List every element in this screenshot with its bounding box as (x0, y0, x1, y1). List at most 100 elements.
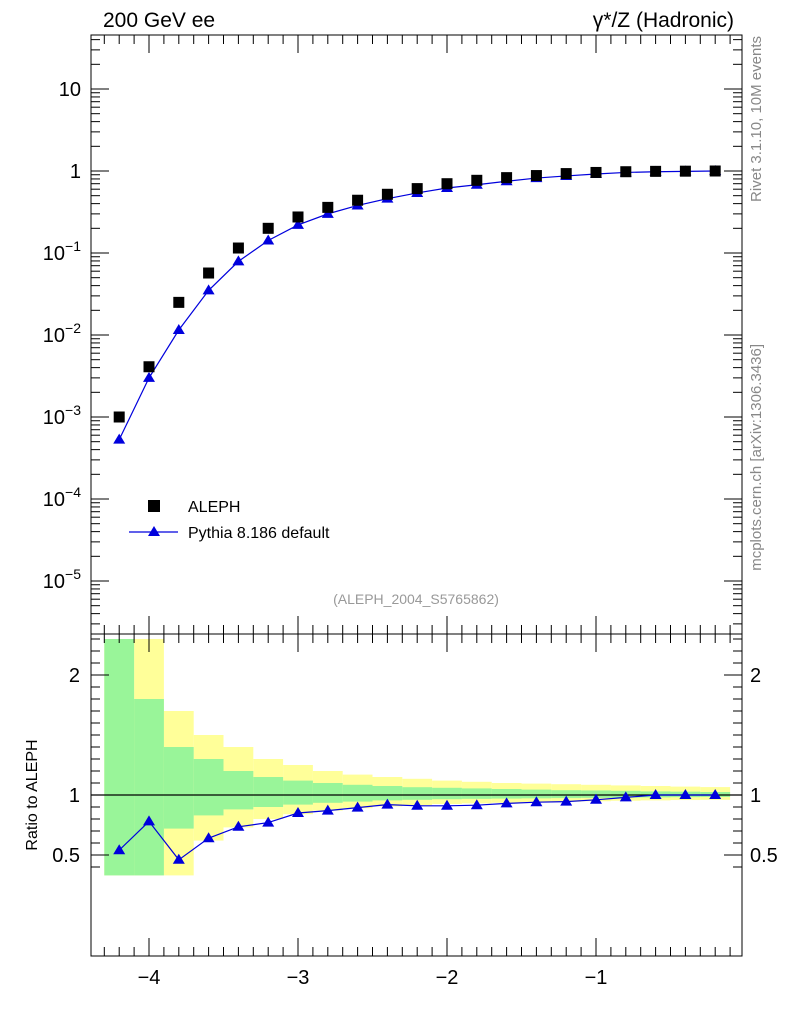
ratio-pythia-point (470, 799, 483, 810)
aleph-point (471, 174, 483, 186)
pythia-point (292, 218, 304, 229)
ratio-pythia-point (441, 799, 453, 810)
aleph-point (530, 170, 542, 182)
main-ytick-label: 10−2 (43, 320, 81, 347)
band-inner-bin (193, 759, 224, 816)
analysis-label: (ALEPH_2004_S5765862) (333, 591, 499, 607)
main-ytick-label: 10 (59, 79, 81, 101)
aleph-point (232, 242, 244, 254)
legend-aleph-label: ALEPH (188, 499, 240, 516)
ratio-ytick-label-right: 2 (750, 665, 761, 687)
band-inner-bin (551, 790, 582, 799)
ratio-pythia-point (292, 807, 304, 817)
ratio-pythia-point (619, 791, 632, 802)
ratio-pythia-point (202, 832, 215, 843)
ratio-pythia-point (560, 795, 573, 806)
ratio-ytick-label-right: 1 (750, 785, 761, 807)
aleph-point (203, 267, 215, 279)
ratio-pythia-point (262, 816, 275, 827)
aleph-point (501, 172, 513, 184)
rivet-version-label: Rivet 3.1.10, 10M events (748, 36, 765, 202)
ratio-ytick-label-left: 0.5 (52, 845, 80, 867)
band-inner-bin (432, 787, 462, 800)
main-panel-marks (113, 165, 722, 444)
band-inner-bin (134, 699, 164, 876)
aleph-point (650, 165, 662, 177)
tick-labels: 10−5 10−4 10−3 10−2 10−1 1 10 0.5 0.5 1 1 2 2 −4 −3 −2 −… (43, 79, 778, 989)
aleph-point (441, 178, 453, 190)
pythia-point (262, 234, 275, 245)
legend-pythia-label: Pythia 8.186 default (188, 525, 330, 542)
ratio-pythia-point (530, 796, 543, 807)
ratio-ytick-label-right: 0.5 (750, 845, 778, 867)
ratio-ytick-label-left: 2 (69, 665, 80, 687)
aleph-point (381, 188, 393, 200)
header-left-label: 200 GeV ee (103, 9, 215, 32)
mcplots-label: mcplots.cern.ch [arXiv:1306.3436] (748, 344, 765, 571)
ratio-ytick-label-left: 1 (69, 785, 80, 807)
pythia-point (143, 371, 155, 382)
aleph-point (173, 296, 185, 308)
aleph-point (709, 165, 721, 177)
main-axis-ticks (91, 35, 742, 634)
pythia-point (232, 255, 245, 266)
main-ytick-label: 10−1 (43, 238, 81, 265)
xtick-label: −4 (138, 967, 161, 989)
ratio-pythia-point (679, 789, 692, 799)
ratio-panel-marks (113, 789, 722, 864)
band-inner-bin (342, 784, 373, 802)
ratio-panel-frame (90, 633, 743, 957)
aleph-point (620, 166, 632, 178)
band-inner-bin (223, 771, 254, 810)
ratio-pythia-point (113, 844, 126, 855)
band-inner-bin (312, 783, 343, 803)
ratio-uncertainty-bands (91, 639, 742, 876)
aleph-point (143, 361, 155, 373)
pythia-point (202, 284, 215, 295)
ratio-pythia-point (709, 789, 722, 799)
ratio-pythia-point (590, 793, 602, 804)
ratio-pythia-point (351, 801, 364, 812)
aleph-point (262, 222, 274, 234)
band-inner-bin (491, 789, 522, 799)
ratio-pythia-point (172, 853, 185, 864)
band-inner-bin (372, 786, 403, 801)
main-panel-frame (90, 34, 743, 635)
ratio-pythia-point (381, 798, 394, 809)
pythia-point (113, 433, 126, 444)
ratio-pythia-point (649, 789, 662, 799)
ratio-ylabel: Ratio to ALEPH (24, 739, 41, 850)
aleph-point (352, 194, 364, 206)
aleph-point (411, 183, 423, 195)
band-inner-bin (253, 777, 284, 807)
aleph-point (113, 411, 125, 423)
ratio-pythia-point (232, 820, 245, 831)
aleph-point (322, 201, 334, 213)
band-inner-bin (402, 787, 433, 800)
ratio-pythia-point (500, 797, 513, 808)
legend: ALEPH Pythia 8.186 default (129, 499, 330, 542)
legend-pythia-marker (148, 526, 160, 536)
aleph-point (590, 166, 602, 178)
ratio-pythia-point (143, 815, 155, 826)
aleph-point (560, 168, 572, 180)
xtick-label: −2 (436, 967, 459, 989)
pythia-point (172, 324, 185, 335)
aleph-point (292, 211, 304, 223)
pythia-line (118, 170, 716, 440)
band-inner-bin (461, 788, 492, 799)
xtick-label: −1 (585, 967, 608, 989)
main-ytick-label: 10−5 (43, 566, 81, 593)
ratio-axis-ticks (91, 634, 742, 956)
main-ytick-label: 1 (70, 161, 81, 183)
legend-aleph-marker (148, 500, 160, 512)
ratio-pythia-point (321, 804, 334, 815)
header-right-label: γ*/Z (Hadronic) (593, 9, 734, 32)
main-ytick-label: 10−4 (43, 484, 81, 511)
xtick-label: −3 (287, 967, 310, 989)
band-inner-bin (283, 780, 313, 805)
band-inner-bin (104, 639, 135, 876)
band-inner-bin (163, 747, 194, 829)
aleph-point (679, 165, 691, 177)
